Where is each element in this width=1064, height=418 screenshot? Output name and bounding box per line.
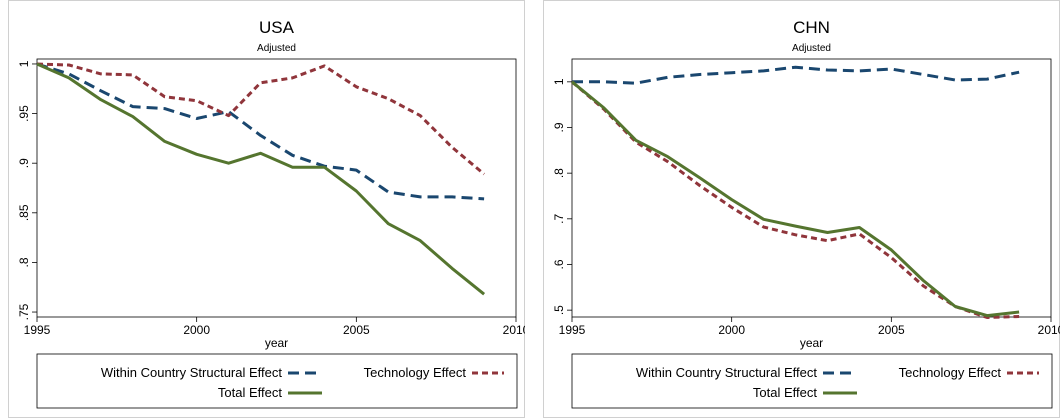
legend-label-structural: Within Country Structural Effect — [101, 365, 282, 380]
legend-box — [36, 353, 518, 409]
x-tick-label: 2010 — [1038, 323, 1060, 337]
y-tick-label: .7 — [552, 213, 566, 223]
series-line — [36, 62, 486, 176]
y-tick-label: .5 — [552, 305, 566, 315]
series-line — [571, 80, 1020, 319]
x-axis-title: year — [800, 336, 823, 350]
x-tick-label: 2000 — [183, 323, 210, 337]
y-tick-label: .75 — [17, 303, 31, 320]
legend-label-total: Total Effect — [753, 385, 817, 400]
y-tick-label: .8 — [17, 257, 31, 267]
legend: Within Country Structural Effect Technolo… — [571, 353, 1053, 409]
usa-chart: USA Adjusted .75 .8 .85 .9 .95 1 1995 2000 2005 201… — [8, 0, 525, 418]
series-line — [36, 62, 486, 296]
chart-title: CHN — [793, 18, 830, 37]
x-tick-label: 2005 — [343, 323, 370, 337]
y-tick-label: 1 — [17, 60, 31, 67]
legend: Within Country Structural Effect Technolo… — [36, 353, 518, 409]
x-tick-label: 1995 — [24, 323, 51, 337]
y-tick-label: .9 — [552, 122, 566, 132]
chn-chart: CHN Adjusted .5 .6 .7 .8 .9 1 1995 2000 2005 2010 ye… — [543, 0, 1060, 418]
series-line — [36, 62, 485, 201]
legend-label-total: Total Effect — [218, 385, 282, 400]
chart-subtitle: Adjusted — [257, 43, 296, 54]
x-tick-label: 2010 — [503, 323, 525, 337]
legend-box — [571, 353, 1053, 409]
y-tick-label: 1 — [552, 78, 566, 85]
x-axis-title: year — [265, 336, 288, 350]
series-line — [571, 80, 1020, 318]
legend-label-technology: Technology Effect — [899, 365, 1002, 380]
legend-label-technology: Technology Effect — [364, 365, 467, 380]
plot-area — [36, 58, 517, 318]
usa-panel: USA Adjusted .75 .8 .85 .9 .95 1 1995 2000 2005 201… — [8, 0, 525, 418]
chart-title: USA — [259, 18, 295, 37]
chn-panel: CHN Adjusted .5 .6 .7 .8 .9 1 1995 2000 2005 2010 ye… — [543, 0, 1060, 418]
plot-area — [571, 58, 1052, 318]
x-tick-label: 1995 — [559, 323, 586, 337]
chart-subtitle: Adjusted — [792, 43, 831, 54]
legend-label-structural: Within Country Structural Effect — [636, 365, 817, 380]
x-tick-label: 2000 — [718, 323, 745, 337]
y-tick-label: .6 — [552, 259, 566, 269]
y-tick-label: .8 — [552, 168, 566, 178]
series-line — [572, 65, 1020, 85]
y-tick-label: .85 — [17, 204, 31, 221]
x-tick-label: 2005 — [878, 323, 905, 337]
y-tick-label: .9 — [17, 158, 31, 168]
y-tick-label: .95 — [17, 105, 31, 122]
